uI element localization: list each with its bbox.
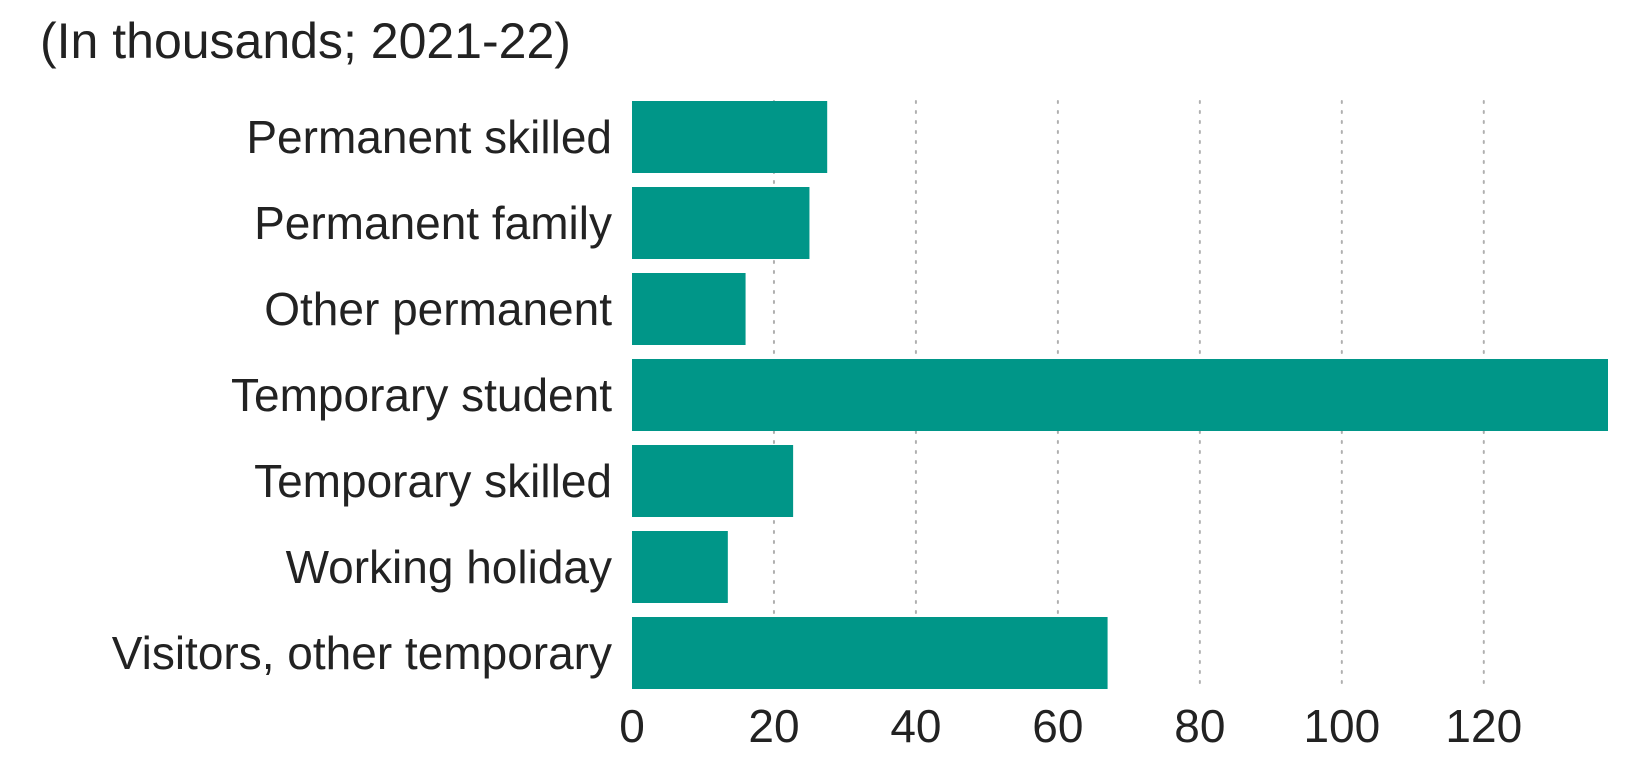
x-tick-label-100: 100 [1303, 700, 1380, 752]
bar-permanent-skilled [632, 101, 828, 173]
x-tick-label-40: 40 [890, 700, 941, 752]
category-label-working-holiday: Working holiday [286, 541, 612, 593]
x-axis-ticks: 0 20 40 60 80 100 120 [619, 700, 1522, 752]
bar-other-permanent [632, 273, 746, 345]
x-tick-label-120: 120 [1445, 700, 1522, 752]
bars [632, 101, 1608, 689]
bar-temporary-skilled [632, 445, 794, 517]
x-tick-label-20: 20 [748, 700, 799, 752]
bar-permanent-family [632, 187, 810, 259]
category-label-visitors-other-temporary: Visitors, other temporary [112, 627, 612, 679]
category-label-temporary-student: Temporary student [231, 369, 612, 421]
category-label-temporary-skilled: Temporary skilled [254, 455, 612, 507]
category-label-permanent-family: Permanent family [254, 197, 612, 249]
chart-subtitle: (In thousands; 2021-22) [40, 13, 571, 69]
bar-working-holiday [632, 531, 728, 603]
x-tick-label-80: 80 [1174, 700, 1225, 752]
category-label-permanent-skilled: Permanent skilled [246, 111, 612, 163]
category-label-other-permanent: Other permanent [264, 283, 612, 335]
x-tick-label-0: 0 [619, 700, 645, 752]
bar-temporary-student [632, 359, 1608, 431]
bar-visitors-other-temporary [632, 617, 1108, 689]
x-tick-label-60: 60 [1032, 700, 1083, 752]
gridlines [772, 100, 1485, 690]
category-labels: Permanent skilled Permanent family Other p… [112, 111, 612, 679]
